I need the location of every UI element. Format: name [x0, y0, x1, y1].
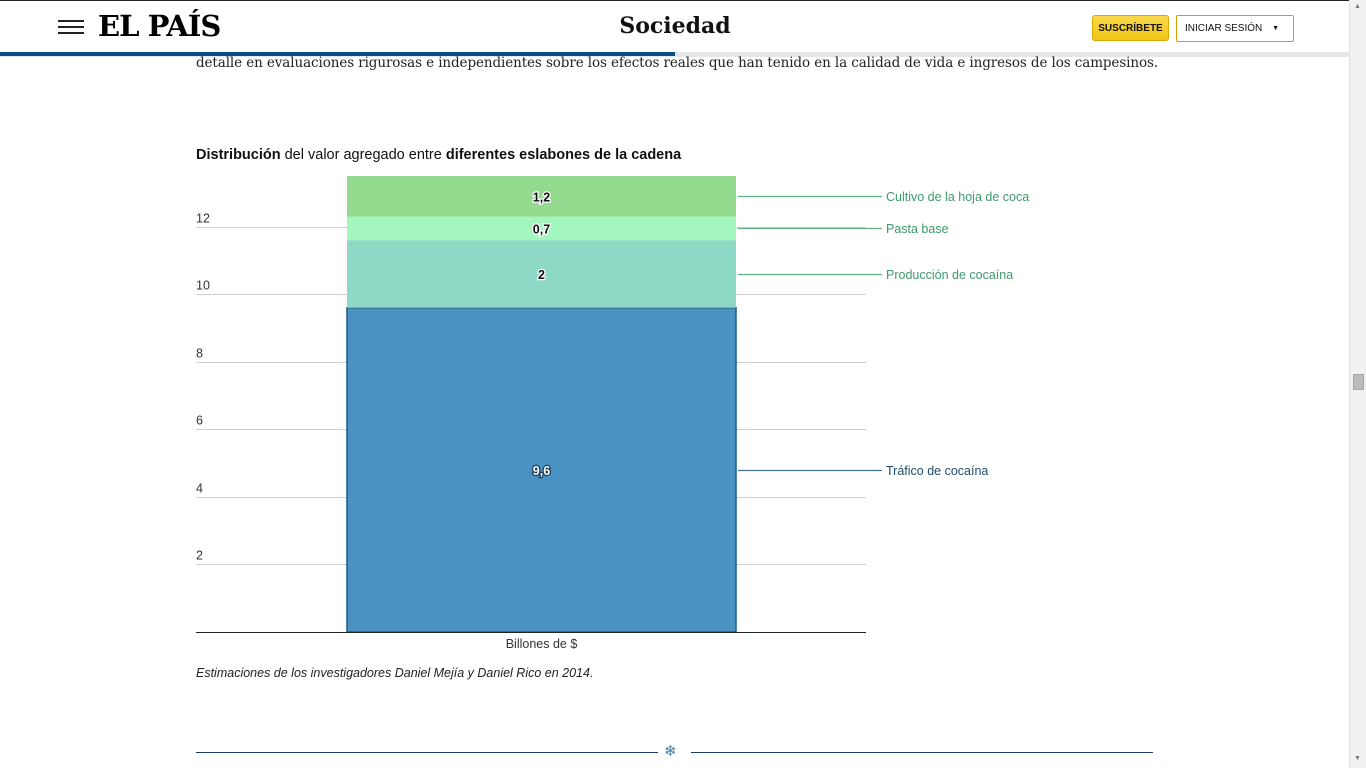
chart-title-bold-start: Distribución	[196, 147, 281, 163]
y-tick-label: 12	[196, 212, 210, 226]
article-paragraph: detalle en evaluaciones rigurosas e inde…	[196, 55, 1159, 71]
data-label: 2	[538, 268, 545, 282]
bar-segment	[347, 176, 736, 217]
data-label: 1,2	[533, 190, 550, 204]
hamburger-icon[interactable]	[58, 18, 84, 36]
site-logo[interactable]: EL PAÍS	[98, 9, 221, 43]
y-tick-label: 2	[196, 549, 203, 563]
data-label: 0,7	[533, 222, 550, 236]
section-divider-left	[196, 752, 658, 753]
scroll-down-icon[interactable]: ▼	[1354, 755, 1361, 762]
bar-segment	[347, 240, 736, 308]
series-label: Cultivo de la hoja de coca	[886, 190, 1029, 204]
page-scrollbar[interactable]: ▲ ▼	[1349, 0, 1366, 768]
reading-progress-track	[0, 52, 1349, 57]
scroll-thumb[interactable]	[1353, 374, 1364, 390]
login-button[interactable]: INICIAR SESIÓN ▼	[1176, 15, 1294, 42]
reading-progress-bar	[0, 52, 675, 56]
y-tick-label: 10	[196, 279, 210, 293]
series-label: Tráfico de cocaína	[886, 464, 988, 478]
login-button-label: INICIAR SESIÓN	[1185, 23, 1263, 34]
series-label: Pasta base	[886, 222, 949, 236]
asterisk-icon: ❄	[664, 743, 677, 760]
chart-caption: Estimaciones de los investigadores Danie…	[196, 666, 594, 680]
caret-down-icon: ▼	[1272, 25, 1279, 32]
site-header: EL PAÍS Sociedad SUSCRÍBETE INICIAR SESI…	[0, 0, 1349, 52]
y-tick-label: 4	[196, 482, 203, 496]
section-divider-right	[691, 752, 1153, 753]
y-tick-label: 6	[196, 414, 203, 428]
subscribe-button[interactable]: SUSCRÍBETE	[1092, 15, 1169, 41]
bar-segment	[346, 306, 737, 633]
bar-segment	[347, 216, 736, 241]
x-axis-label: Billones de $	[506, 637, 578, 651]
chart-title-middle: del valor agregado entre	[280, 147, 446, 163]
series-label: Producción de cocaína	[886, 268, 1013, 282]
chart-title-bold-end: diferentes eslabones de la cadena	[445, 147, 682, 163]
scroll-up-icon[interactable]: ▲	[1354, 3, 1361, 10]
data-label: 9,6	[533, 464, 550, 478]
section-title[interactable]: Sociedad	[619, 13, 731, 39]
y-tick-label: 8	[196, 347, 203, 361]
chart-title: Distribución del valor agregado entre di…	[196, 147, 681, 163]
